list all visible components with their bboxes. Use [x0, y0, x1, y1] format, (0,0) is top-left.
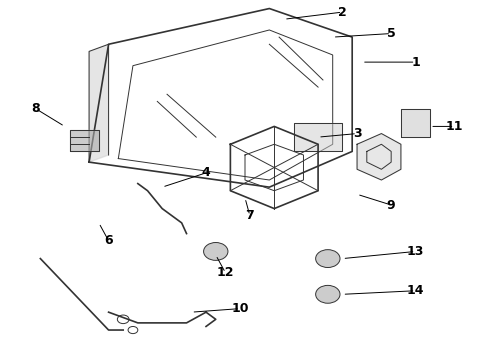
Text: 9: 9 [387, 198, 395, 212]
Text: 2: 2 [338, 6, 347, 19]
Text: 7: 7 [245, 209, 254, 222]
Circle shape [316, 285, 340, 303]
Circle shape [203, 243, 228, 260]
Text: 10: 10 [231, 302, 249, 315]
Text: 5: 5 [387, 27, 395, 40]
Circle shape [316, 249, 340, 267]
Text: 13: 13 [407, 245, 424, 258]
Text: 12: 12 [217, 266, 234, 279]
Text: 3: 3 [353, 127, 361, 140]
Text: 1: 1 [411, 55, 420, 69]
Polygon shape [401, 109, 430, 137]
Polygon shape [70, 130, 99, 152]
Polygon shape [357, 134, 401, 180]
Polygon shape [89, 44, 109, 162]
Text: 4: 4 [202, 166, 210, 179]
Polygon shape [294, 123, 343, 152]
Text: 11: 11 [446, 120, 463, 133]
Text: 8: 8 [31, 102, 40, 115]
Text: 6: 6 [104, 234, 113, 247]
Text: 14: 14 [407, 284, 424, 297]
